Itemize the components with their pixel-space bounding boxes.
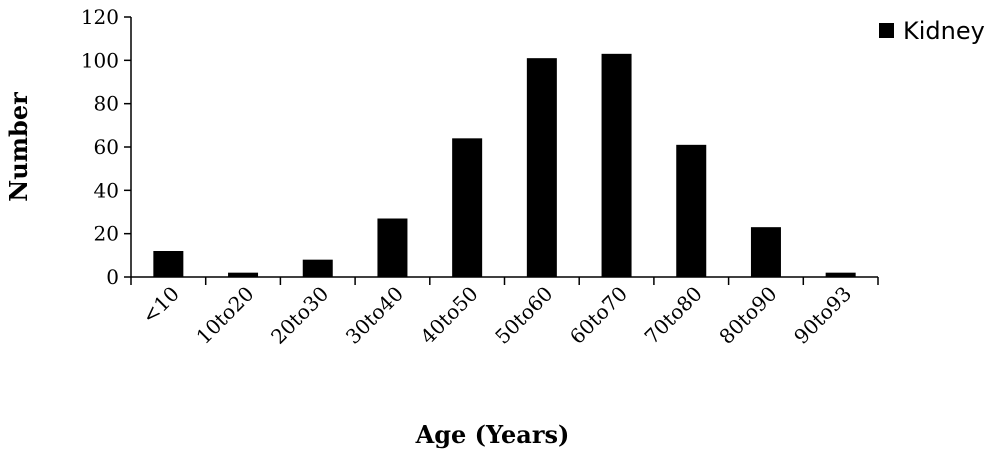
bar-9 [825, 272, 856, 277]
y-tick-label-6: 120 [81, 5, 119, 29]
x-ticks-group: <10 10to20 20to30 30to40 40to50 50to60 60to70 7… [130, 277, 879, 349]
bar-5 [526, 58, 557, 277]
bar-2 [302, 259, 333, 277]
x-tick-label-8: 80to90 [714, 282, 781, 349]
bars-group [153, 53, 856, 277]
y-tick-label-5: 100 [81, 48, 119, 72]
bar-4 [452, 138, 483, 277]
x-tick-label-1: 10to20 [191, 282, 258, 349]
legend: Kidney [879, 17, 985, 45]
bar-3 [377, 218, 408, 277]
legend-swatch [879, 23, 894, 38]
x-tick-label-4: 40to50 [416, 282, 483, 349]
legend-label: Kidney [903, 17, 985, 45]
y-tick-label-0: 0 [106, 265, 119, 289]
y-axis-title: Number [4, 92, 33, 202]
x-tick-label-3: 30to40 [341, 282, 408, 349]
bar-0 [153, 251, 184, 277]
y-tick-label-4: 80 [94, 92, 119, 116]
x-axis-title: Age (Years) [415, 420, 570, 449]
bar-8 [750, 227, 781, 277]
bar-6 [601, 53, 632, 277]
y-ticks-group: 0 20 40 60 80 100 120 [81, 5, 131, 289]
y-tick-label-1: 20 [94, 222, 119, 246]
x-tick-label-7: 70to80 [640, 282, 707, 349]
bar-1 [228, 272, 259, 277]
x-tick-label-5: 50to60 [490, 282, 557, 349]
y-tick-label-3: 60 [94, 135, 119, 159]
x-tick-label-0: <10 [137, 282, 184, 329]
x-tick-label-6: 60to70 [565, 282, 632, 349]
bar-7 [676, 144, 707, 277]
x-tick-label-9: 90to93 [789, 282, 856, 349]
x-tick-label-2: 20to30 [266, 282, 333, 349]
y-tick-label-2: 40 [94, 178, 119, 202]
